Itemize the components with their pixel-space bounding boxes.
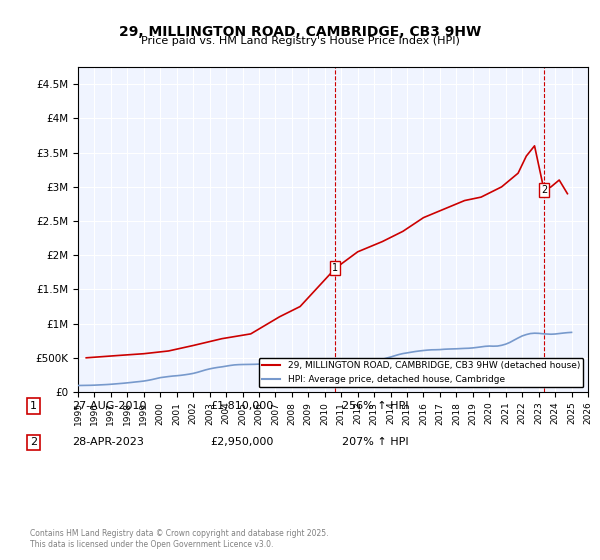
Text: 2: 2 [541, 185, 547, 195]
Text: 1: 1 [332, 263, 338, 273]
Text: £1,810,000: £1,810,000 [210, 401, 273, 411]
Text: 27-AUG-2010: 27-AUG-2010 [72, 401, 146, 411]
Text: 2: 2 [30, 437, 37, 447]
Text: 29, MILLINGTON ROAD, CAMBRIDGE, CB3 9HW: 29, MILLINGTON ROAD, CAMBRIDGE, CB3 9HW [119, 25, 481, 39]
Text: Contains HM Land Registry data © Crown copyright and database right 2025.
This d: Contains HM Land Registry data © Crown c… [30, 529, 329, 549]
Text: 28-APR-2023: 28-APR-2023 [72, 437, 144, 447]
Legend: 29, MILLINGTON ROAD, CAMBRIDGE, CB3 9HW (detached house), HPI: Average price, de: 29, MILLINGTON ROAD, CAMBRIDGE, CB3 9HW … [259, 358, 583, 388]
Text: £2,950,000: £2,950,000 [210, 437, 274, 447]
Text: 256% ↑ HPI: 256% ↑ HPI [342, 401, 409, 411]
Text: 207% ↑ HPI: 207% ↑ HPI [342, 437, 409, 447]
Text: 1: 1 [30, 401, 37, 411]
Text: Price paid vs. HM Land Registry's House Price Index (HPI): Price paid vs. HM Land Registry's House … [140, 36, 460, 46]
